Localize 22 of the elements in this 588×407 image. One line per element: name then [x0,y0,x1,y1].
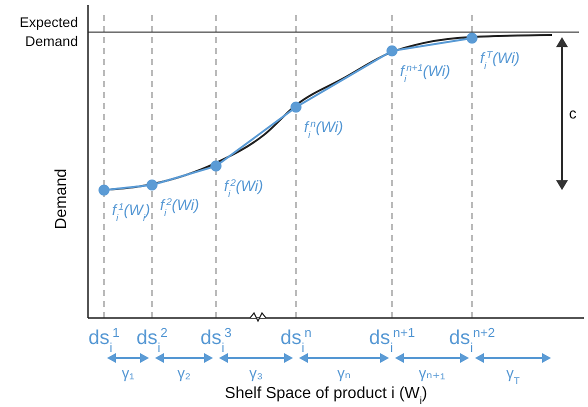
text: γₙ₊₁ [418,365,446,382]
text: γ₁ [122,365,134,382]
annotation: f$_{i}$$^{1}$(W$_{i}$) [112,202,150,224]
point [290,102,302,113]
annotation: f$_{i}$$^{n+1}$(Wi) [400,62,450,84]
y-axis-title: Demand [53,168,70,230]
annotation: f$_{i}$$^{T}$(Wi) [480,50,520,72]
text: γ$_{T}$ [506,365,520,386]
annotation: f$_{i}$$^{2}$(Wi) [160,196,200,218]
point [210,160,222,172]
annotation: f$_{i}$$^{n}$(Wi) [304,118,344,141]
text: γ₂ [177,365,191,382]
text: γ₃ [249,365,263,382]
annotation: c [569,106,577,123]
point [466,32,478,44]
x-axis-title: Shelf Space of product i (W$_{i}$) [224,385,428,406]
point [386,45,398,56]
point [146,179,158,190]
text: γₙ [337,365,351,382]
annotation: f$_{i}$$^{2}$(Wi) [224,178,264,200]
ref-line-label: Expected Demand [20,14,78,50]
point [98,184,110,196]
